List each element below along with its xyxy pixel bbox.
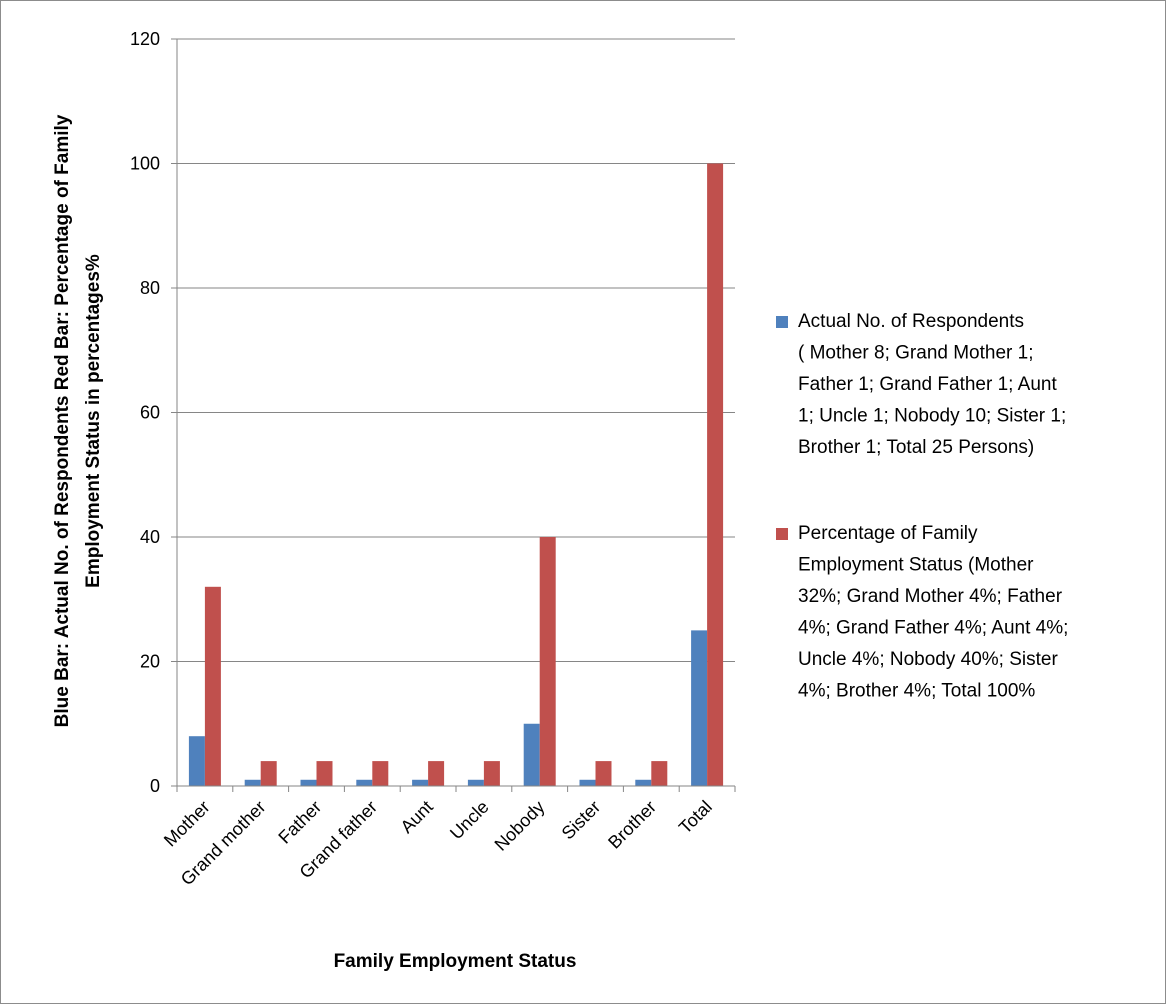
- bar-percentage: [316, 761, 333, 786]
- bar-respondents: [244, 779, 261, 786]
- legend-label-line: 4%; Brother 4%; Total 100%: [798, 681, 1035, 702]
- x-tick-label: Brother: [604, 797, 660, 853]
- bar-percentage: [595, 761, 612, 786]
- y-axis-title-line-1: Blue Bar: Actual No. of Respondents Red …: [52, 114, 73, 727]
- bar-percentage: [707, 163, 724, 786]
- legend-label-line: Employment Status (Mother: [798, 555, 1034, 576]
- x-tick-label: Nobody: [491, 797, 549, 855]
- legend-label-line: 32%; Grand Mother 4%; Father: [798, 586, 1063, 607]
- bar-respondents: [188, 736, 205, 786]
- y-tick-label: 80: [140, 278, 160, 298]
- bar-respondents: [523, 723, 540, 786]
- legend-swatch: [776, 528, 788, 540]
- y-tick-label: 20: [140, 652, 160, 672]
- bar-respondents: [579, 779, 596, 786]
- legend-label-line: Father 1; Grand Father 1; Aunt: [798, 374, 1057, 395]
- x-tick-label: Mother: [160, 797, 214, 851]
- x-axis-title: Family Employment Status: [334, 951, 577, 972]
- legend-label-line: Brother 1; Total 25 Persons): [798, 437, 1034, 458]
- legend-label-line: 1; Uncle 1; Nobody 10; Sister 1;: [798, 406, 1066, 427]
- legend-label-line: Actual No. of Respondents: [798, 311, 1024, 332]
- bar-percentage: [260, 761, 277, 786]
- y-tick-labels: 0 20 40 60 80 100 120: [130, 29, 160, 796]
- bar-percentage: [428, 761, 445, 786]
- bar-percentage: [372, 761, 389, 786]
- y-tick-label: 0: [150, 776, 160, 796]
- gridlines: [177, 38, 735, 662]
- bar-respondents: [300, 779, 317, 786]
- axes: [171, 38, 736, 792]
- bar-percentage: [483, 761, 500, 786]
- x-tick-label: Father: [274, 797, 325, 848]
- bar-percentage: [204, 586, 221, 786]
- bar-respondents: [635, 779, 652, 786]
- legend-label-line: Uncle 4%; Nobody 40%; Sister: [798, 649, 1058, 670]
- x-tick-label: Aunt: [397, 797, 437, 837]
- x-tick-label: Sister: [558, 797, 605, 844]
- legend-label-line: Percentage of Family: [798, 523, 978, 544]
- legend: Actual No. of Respondents ( Mother 8; Gra…: [776, 311, 1068, 702]
- y-tick-label: 100: [130, 154, 160, 174]
- y-tick-label: 120: [130, 29, 160, 49]
- y-axis-title-line-2: Employment Status in percentages%: [83, 254, 104, 588]
- x-tick-label: Uncle: [446, 797, 493, 844]
- bar-respondents: [412, 779, 429, 786]
- bar-respondents: [467, 779, 484, 786]
- bars: [188, 163, 724, 786]
- bar-respondents: [691, 630, 708, 786]
- y-tick-label: 40: [140, 527, 160, 547]
- legend-label-line: ( Mother 8; Grand Mother 1;: [798, 343, 1034, 364]
- legend-swatch: [776, 316, 788, 328]
- y-tick-label: 60: [140, 403, 160, 423]
- bar-respondents: [356, 779, 373, 786]
- bar-percentage: [539, 537, 556, 786]
- x-tick-label: Total: [675, 797, 716, 838]
- legend-label-line: 4%; Grand Father 4%; Aunt 4%;: [798, 618, 1068, 639]
- bar-percentage: [651, 761, 668, 786]
